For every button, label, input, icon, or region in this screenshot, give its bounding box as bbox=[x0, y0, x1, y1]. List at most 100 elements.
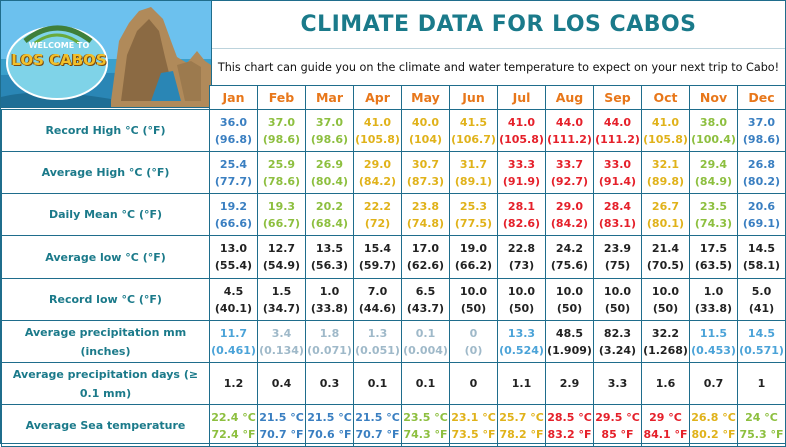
cell-primary-value: 4.5 bbox=[223, 284, 244, 298]
cell-primary-value: 26.9 bbox=[315, 157, 344, 171]
cell-secondary-value: (54.9) bbox=[262, 259, 301, 272]
cell-primary-value: 33.7 bbox=[555, 157, 584, 171]
cell-secondary-value: (105.8) bbox=[643, 132, 688, 146]
cell-secondary-value: (74.3) bbox=[694, 216, 733, 230]
logo-main-text: LOS CABOS bbox=[11, 51, 107, 69]
cell-secondary-value: (84.2) bbox=[358, 174, 397, 188]
cell-secondary-value: (58.1) bbox=[742, 259, 781, 272]
cell-primary-value: 24.2 bbox=[555, 242, 584, 255]
table-cell: 21.5 °C 70.6 °F bbox=[305, 404, 354, 447]
cell-primary-value: 10.0 bbox=[507, 284, 536, 298]
cell-secondary-value: (100.4) bbox=[691, 132, 736, 146]
cell-secondary-value: (33.8) bbox=[310, 301, 349, 315]
table-cell: 14.5 (58.1) bbox=[737, 235, 786, 279]
cell-secondary-value: (77.5) bbox=[454, 216, 493, 230]
cell-primary-value: 44.0 bbox=[603, 115, 632, 129]
cell-secondary-value: (0.004) bbox=[403, 343, 448, 357]
table-cell: 1 bbox=[737, 362, 786, 405]
cell-primary-value: 25.3 bbox=[459, 199, 488, 213]
table-cell: 0.1 bbox=[401, 362, 450, 405]
row-label: Record low °C (°F) bbox=[1, 278, 210, 321]
hero-photo: WELCOME TO LOS CABOS bbox=[1, 1, 212, 108]
cell-secondary-value: (44.6) bbox=[358, 301, 397, 315]
cell-secondary-value: 85 °F bbox=[601, 427, 634, 441]
cell-secondary-value: (0.524) bbox=[499, 343, 544, 357]
cell-secondary-value: (0.461) bbox=[211, 343, 256, 357]
table-cell: 0.1 (0.004) bbox=[401, 320, 450, 363]
table-cell: 19.2 (66.6) bbox=[209, 193, 258, 236]
cell-secondary-value: (72) bbox=[364, 216, 391, 230]
table-cell: 17.0 (62.6) bbox=[401, 235, 450, 279]
table-cell: 38.0 (100.4) bbox=[689, 109, 738, 152]
table-cell: 3.3 bbox=[593, 362, 642, 405]
table-cell: 0.1 bbox=[353, 362, 402, 405]
cell-secondary-value: (89.8) bbox=[646, 174, 685, 188]
cell-secondary-value: 78.2 °F bbox=[499, 427, 544, 441]
row-label: Average low °C (°F) bbox=[1, 235, 210, 279]
table-row: Average precipitation mm (inches) 11.7 (0.… bbox=[1, 320, 786, 363]
table-cell: 13.5 (56.3) bbox=[305, 235, 354, 279]
cell-primary-value: 40.0 bbox=[411, 115, 440, 129]
table-cell: 23.5 °C 74.3 °F bbox=[401, 404, 450, 447]
cell-primary-value: 29.4 bbox=[699, 157, 728, 171]
cell-primary-value: 36.0 bbox=[219, 115, 248, 129]
cell-primary-value: 48.5 bbox=[555, 326, 584, 340]
row-label: Daily Mean °C (°F) bbox=[1, 193, 210, 236]
cell-primary-value: 37.0 bbox=[267, 115, 296, 129]
month-header-row: Jan Feb Mar Apr May Jun Jul Aug Sep Oct Nov Dec bbox=[1, 85, 786, 110]
cell-secondary-value: (50) bbox=[460, 301, 487, 315]
cell-secondary-value: (0) bbox=[464, 343, 483, 357]
cell-primary-value: 5.0 bbox=[751, 284, 772, 298]
table-cell: 10.0 (50) bbox=[449, 278, 498, 321]
cell-primary-value: 14.5 bbox=[747, 242, 776, 255]
table-cell: 1.0 (33.8) bbox=[305, 278, 354, 321]
cell-secondary-value: (50) bbox=[556, 301, 583, 315]
cell-primary-value: 30.7 bbox=[411, 157, 440, 171]
cell-primary-value: 44.0 bbox=[555, 115, 584, 129]
table-cell: 12.7 (54.9) bbox=[257, 235, 306, 279]
table-cell: 22.2 (72) bbox=[353, 193, 402, 236]
table-cell: 0 (0) bbox=[449, 320, 498, 363]
cell-secondary-value: (89.1) bbox=[454, 174, 493, 188]
table-cell: 1.0 (33.8) bbox=[689, 278, 738, 321]
cell-primary-value: 28.4 bbox=[603, 199, 632, 213]
cell-primary-value: 24 °C bbox=[745, 410, 778, 424]
table-cell: 20.2 (68.4) bbox=[305, 193, 354, 236]
cell-primary-value: 1.5 bbox=[271, 284, 292, 298]
cell-secondary-value: (111.2) bbox=[547, 132, 592, 146]
cell-secondary-value: (66.7) bbox=[262, 216, 301, 230]
cell-primary-value: 17.0 bbox=[411, 242, 440, 255]
cell-secondary-value: 74.3 °F bbox=[403, 427, 448, 441]
cell-primary-value: 26.7 bbox=[651, 199, 680, 213]
cell-primary-value: 21.5 °C bbox=[259, 410, 304, 424]
table-cell: 29.5 °C 85 °F bbox=[593, 404, 642, 447]
table-cell: 0.4 bbox=[257, 362, 306, 405]
cell-primary-value: 14.5 bbox=[747, 326, 776, 340]
cell-secondary-value: (91.9) bbox=[502, 174, 541, 188]
table-cell: 29.0 (84.2) bbox=[545, 193, 594, 236]
cell-primary-value: 0 bbox=[469, 377, 478, 390]
table-cell: 19.0 (66.2) bbox=[449, 235, 498, 279]
row-label: Average Sea temperature bbox=[1, 404, 210, 447]
cell-primary-value: 20.2 bbox=[315, 199, 344, 213]
cell-secondary-value: (68.4) bbox=[310, 216, 349, 230]
cell-secondary-value: (80.1) bbox=[646, 216, 685, 230]
cell-primary-value: 1.2 bbox=[223, 377, 244, 390]
table-cell: 37.0 (98.6) bbox=[257, 109, 306, 152]
cell-primary-value: 23.5 °C bbox=[403, 410, 448, 424]
table-cell: 7.0 (44.6) bbox=[353, 278, 402, 321]
cell-secondary-value: (33.8) bbox=[694, 301, 733, 315]
cell-secondary-value: (98.6) bbox=[262, 132, 301, 146]
table-cell: 21.5 °C 70.7 °F bbox=[353, 404, 402, 447]
cell-secondary-value: (96.8) bbox=[214, 132, 253, 146]
table-row: Average low °C (°F) 13.0 (55.4) 12.7 (54.9) 1… bbox=[1, 235, 786, 279]
cell-primary-value: 1.1 bbox=[511, 377, 532, 390]
cell-secondary-value: (34.7) bbox=[262, 301, 301, 315]
cell-secondary-value: (0.571) bbox=[739, 343, 784, 357]
cell-primary-value: 10.0 bbox=[651, 284, 680, 298]
cell-primary-value: 41.0 bbox=[363, 115, 392, 129]
cell-secondary-value: (104) bbox=[408, 132, 443, 146]
cell-primary-value: 82.3 bbox=[603, 326, 632, 340]
month-header: Jul bbox=[497, 85, 546, 110]
cell-primary-value: 38.0 bbox=[699, 115, 728, 129]
